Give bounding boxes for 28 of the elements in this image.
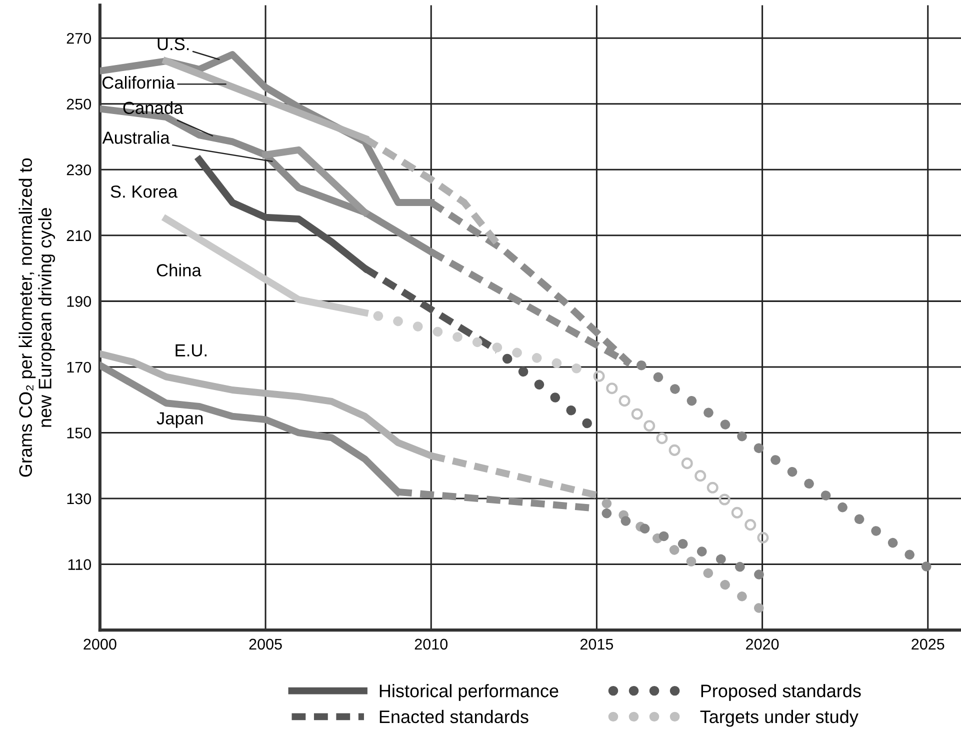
x-tick-label: 2000	[84, 638, 116, 650]
x-tick-label: 2010	[414, 638, 448, 650]
y-tick-label: 270	[66, 32, 92, 44]
annotation: Canada	[123, 101, 184, 114]
annotation: Japan	[156, 412, 203, 428]
annotation: China	[156, 264, 202, 276]
y-tick-label: 230	[66, 164, 92, 176]
x-tick-label: 2015	[580, 638, 614, 650]
legend-label: Enacted standards	[380, 710, 528, 724]
annotation: California	[102, 76, 175, 89]
annotation: U.S.	[158, 38, 189, 50]
legend-label: Historical performance	[380, 684, 558, 701]
x-tick-label: 2025	[912, 638, 944, 650]
y-axis-title: Grams CO₂ per kilometer, normalized to new European driving cycle	[18, 158, 56, 477]
y-tick-label: 190	[67, 296, 92, 307]
x-tick-label: 2020	[746, 638, 779, 650]
y-tick-label: 150	[67, 428, 92, 438]
y-tick-label: 210	[66, 230, 92, 242]
x-tick-label: 2005	[249, 638, 282, 650]
y-tick-label: 170	[67, 362, 92, 373]
annotation: Australia	[102, 131, 170, 144]
y-tick-label: 130	[67, 493, 92, 504]
legend-label: Targets under study	[700, 710, 858, 727]
y-tick-label: 250	[66, 98, 92, 110]
legend-label: Proposed standards	[701, 684, 861, 701]
annotation: S. Korea	[110, 185, 178, 198]
annotation: E.U.	[176, 344, 206, 356]
y-tick-label: 110	[68, 559, 92, 570]
